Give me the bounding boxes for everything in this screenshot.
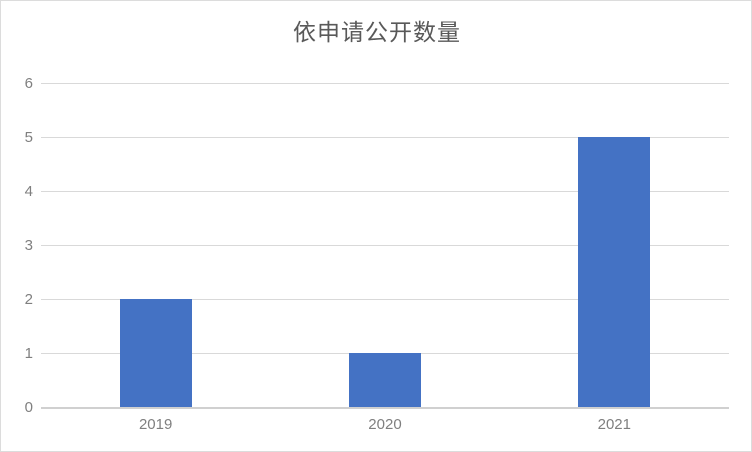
chart-title: 依申请公开数量 (293, 19, 461, 45)
plot-area (41, 83, 729, 409)
gridline (41, 83, 729, 84)
gridline (41, 245, 729, 246)
y-axis-tick-label: 0 (24, 399, 33, 416)
bar[interactable] (578, 137, 651, 407)
bar[interactable] (349, 353, 421, 407)
gridline (41, 137, 729, 138)
y-axis-tick-label: 1 (24, 345, 33, 362)
y-axis-tick-labels: 6 5 4 3 2 1 0 (1, 76, 33, 415)
bar[interactable] (119, 299, 192, 407)
gridline (41, 299, 729, 300)
x-axis-tick-labels: 2019 2020 2021 (41, 415, 729, 439)
y-axis-tick-label: 6 (24, 75, 33, 92)
y-axis-tick-label: 4 (24, 183, 33, 200)
y-axis-tick-label: 2 (24, 291, 33, 308)
x-axis-tick-label: 2019 (138, 416, 173, 433)
gridline (41, 191, 729, 192)
y-axis-tick-label: 3 (24, 237, 33, 254)
x-axis-tick-label: 2020 (368, 416, 402, 433)
x-axis-tick-label: 2021 (597, 416, 631, 433)
axis-line-baseline (41, 407, 729, 409)
y-axis-tick-label: 5 (24, 129, 33, 146)
